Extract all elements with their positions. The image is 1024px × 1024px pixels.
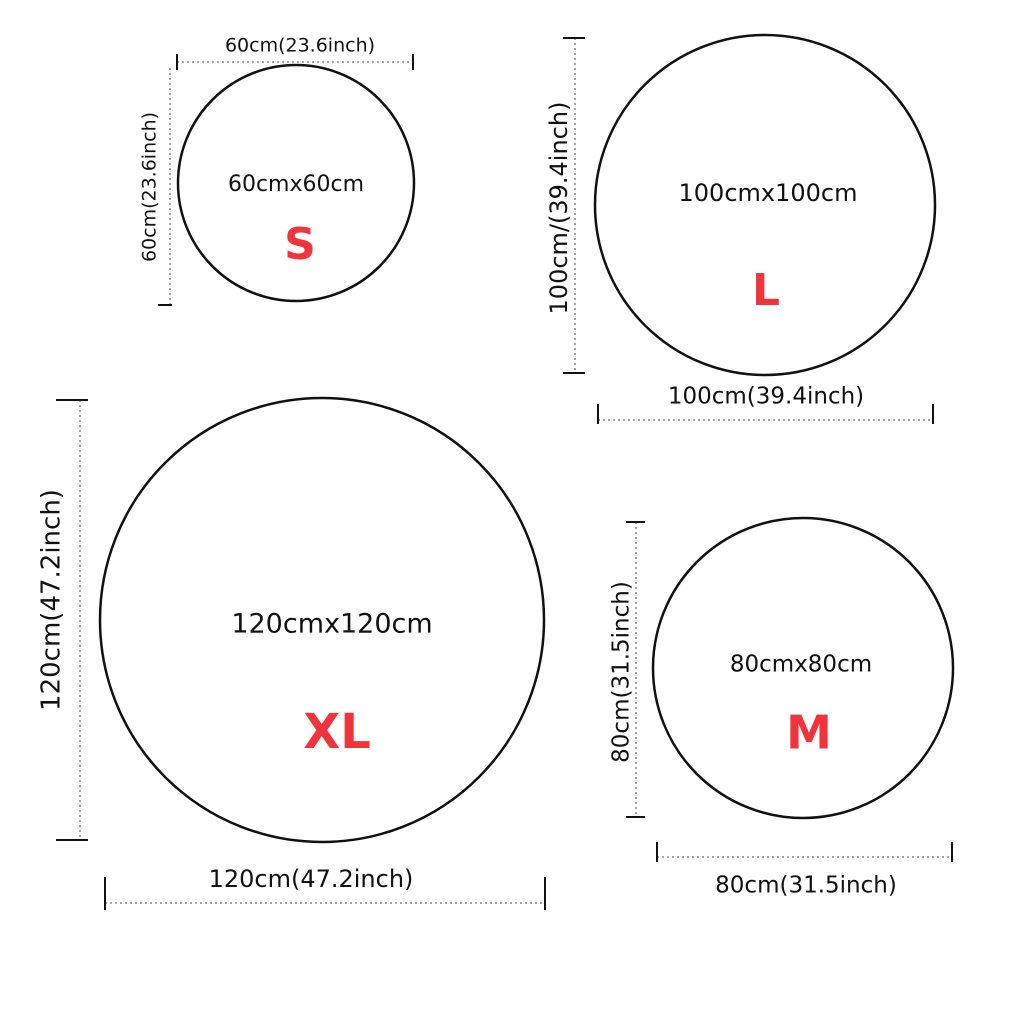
circle [176, 63, 416, 303]
circle [98, 396, 546, 844]
circle [593, 33, 937, 377]
dimensions: 80cmx80cm [730, 652, 872, 678]
size-letter: XL [303, 704, 371, 760]
dimensions: 100cmx100cm [679, 179, 858, 207]
size-letter: S [284, 219, 316, 270]
circle [651, 516, 955, 820]
width-label: 60cm(23.6inch) [225, 35, 375, 57]
width-label: 80cm(31.5inch) [715, 873, 897, 899]
height-label: 60cm(23.6inch) [139, 112, 161, 262]
height-label: 80cm(31.5inch) [609, 581, 635, 763]
size-m: 80cm(31.5inch) 80cm(31.5inch) 80cmx80cm … [609, 516, 955, 899]
width-label: 120cm(47.2inch) [209, 865, 414, 893]
size-letter: L [752, 265, 780, 316]
height-label: 120cm(47.2inch) [37, 489, 67, 711]
size-letter: M [786, 706, 832, 760]
dimensions: 60cmx60cm [228, 172, 364, 197]
size-s: 60cm(23.6inch) 60cm(23.6inch) 60cmx60cm … [139, 35, 416, 306]
width-label: 100cm(39.4inch) [668, 384, 864, 410]
dimensions: 120cmx120cm [231, 609, 432, 640]
size-xl: 120cm(47.2inch) 120cm(47.2inch) 120cmx12… [37, 396, 546, 910]
size-l: 100cm/(39.4inch) 100cm(39.4inch) 100cmx1… [545, 33, 937, 424]
height-label: 100cm/(39.4inch) [545, 102, 573, 315]
